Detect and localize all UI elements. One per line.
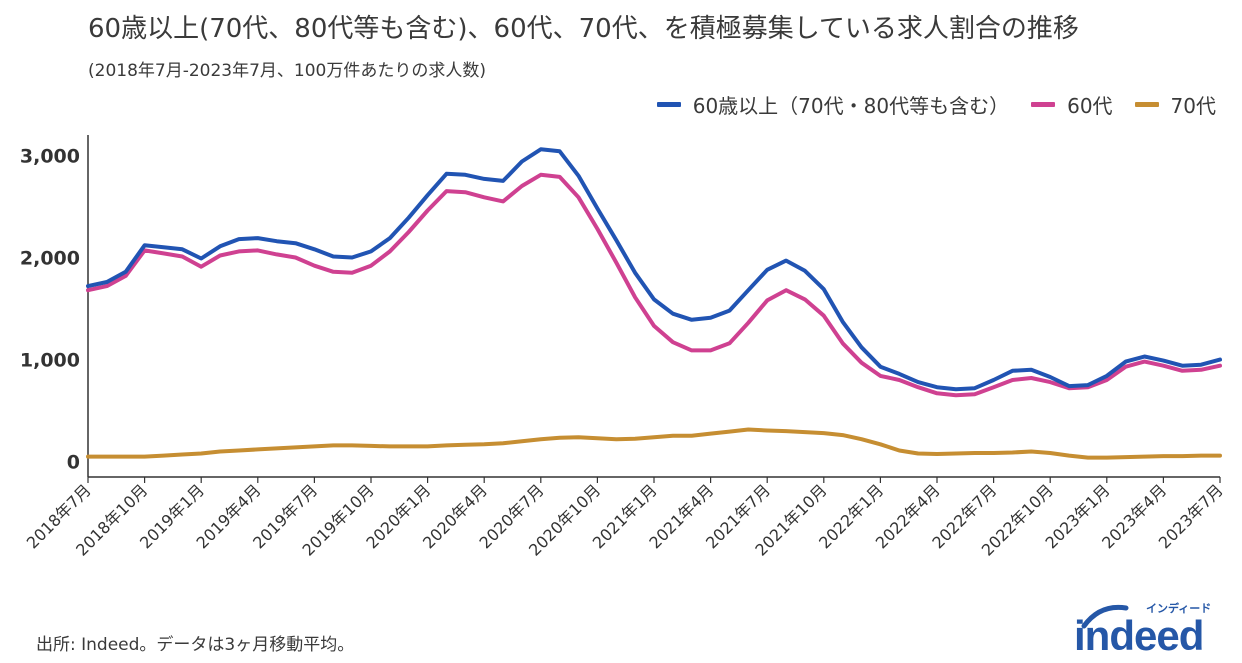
series-line-60s	[86, 172, 1222, 398]
logo-arc-icon	[1081, 604, 1129, 629]
y-tick-label: 3,000	[20, 145, 80, 167]
legend-item-60plus: 60歳以上（70代・80代等も含む）	[656, 90, 1010, 119]
series-line-60plus	[86, 147, 1222, 392]
legend-swatch-60s	[1031, 102, 1056, 107]
legend-swatch-60plus	[656, 102, 681, 107]
source-note: 出所: Indeed。データは3ヶ月移動平均。	[36, 635, 355, 655]
chart-subtitle: (2018年7月-2023年7月、100万件あたりの求人数)	[88, 61, 487, 81]
indeed-logo: インディード indeed	[1074, 600, 1224, 659]
y-tick-label: 1,000	[20, 350, 80, 372]
logo-kana: インディード	[1146, 602, 1212, 615]
series-line-70s	[86, 427, 1222, 460]
legend-label-70s: 70代	[1170, 94, 1216, 118]
legend-item-60s: 60代	[1031, 90, 1113, 119]
legend-item-70s: 70代	[1134, 90, 1216, 119]
legend-label-60plus: 60歳以上（70代・80代等も含む）	[692, 94, 1010, 118]
legend-swatch-70s	[1134, 102, 1159, 107]
chart-title: 60歳以上(70代、80代等も含む)、60代、70代、を積極募集している求人割合…	[88, 14, 1079, 44]
legend-label-60s: 60代	[1067, 94, 1113, 118]
y-tick-label: 0	[67, 452, 80, 474]
y-tick-label: 2,000	[20, 248, 80, 270]
logo-text: indeed	[1074, 612, 1204, 659]
legend: 60歳以上（70代・80代等も含む） 60代 70代	[635, 90, 1216, 119]
